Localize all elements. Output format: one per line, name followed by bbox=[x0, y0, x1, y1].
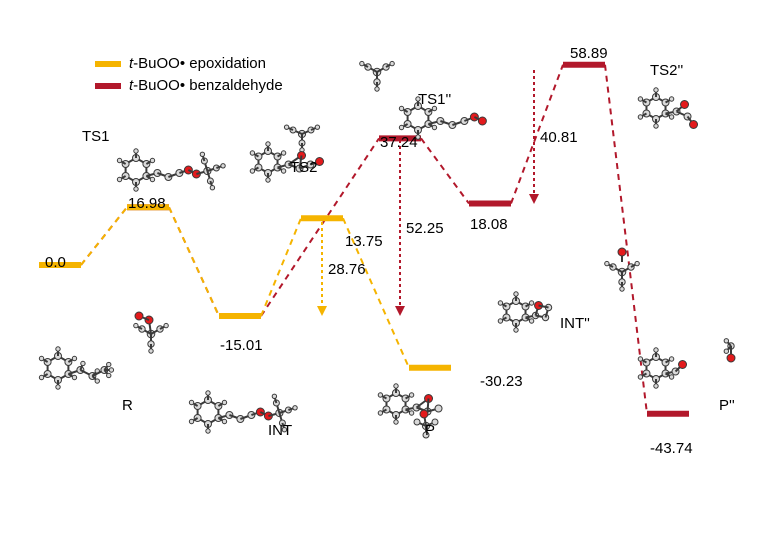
energy-value: 18.08 bbox=[470, 216, 508, 233]
state-label: INT bbox=[268, 422, 292, 439]
state-label: INT'' bbox=[560, 315, 590, 332]
energy-value: -43.74 bbox=[650, 440, 693, 457]
energy-value: 37.24 bbox=[380, 134, 418, 151]
state-label: TS2 bbox=[290, 159, 318, 176]
molecule-TS1_mol bbox=[117, 149, 225, 191]
molecule-R_tbu bbox=[134, 312, 169, 353]
delta-arrow-label: 40.81 bbox=[540, 129, 578, 146]
molecule-Pdd_frag bbox=[724, 339, 735, 362]
energy-value: 13.75 bbox=[345, 233, 383, 250]
energy-value: -30.23 bbox=[480, 373, 523, 390]
molecules-layer bbox=[0, 0, 779, 546]
energy-value: -15.01 bbox=[220, 337, 263, 354]
chart-stage: t-BuOO• epoxidationt-BuOO• benzaldehyde … bbox=[0, 0, 779, 546]
molecule-TS1dd_tbu bbox=[360, 61, 395, 91]
energy-value: 16.98 bbox=[128, 195, 166, 212]
delta-arrow-label: 28.76 bbox=[328, 261, 366, 278]
state-label: R bbox=[122, 397, 133, 414]
state-label: P bbox=[425, 422, 435, 439]
state-label: TS2'' bbox=[650, 62, 683, 79]
energy-value: 58.89 bbox=[570, 45, 608, 62]
delta-arrow-label: 52.25 bbox=[406, 220, 444, 237]
energy-value: 0.0 bbox=[45, 254, 66, 271]
molecule-INTdd_tbu bbox=[605, 248, 640, 291]
molecule-INTdd_ring bbox=[498, 292, 552, 332]
molecule-R_ring bbox=[39, 347, 113, 389]
state-label: P'' bbox=[719, 397, 735, 414]
state-label: TS1'' bbox=[418, 91, 451, 108]
molecule-TS2dd_mol bbox=[638, 88, 697, 129]
molecule-Pdd_ring bbox=[638, 348, 686, 388]
state-label: TS1 bbox=[82, 128, 110, 145]
